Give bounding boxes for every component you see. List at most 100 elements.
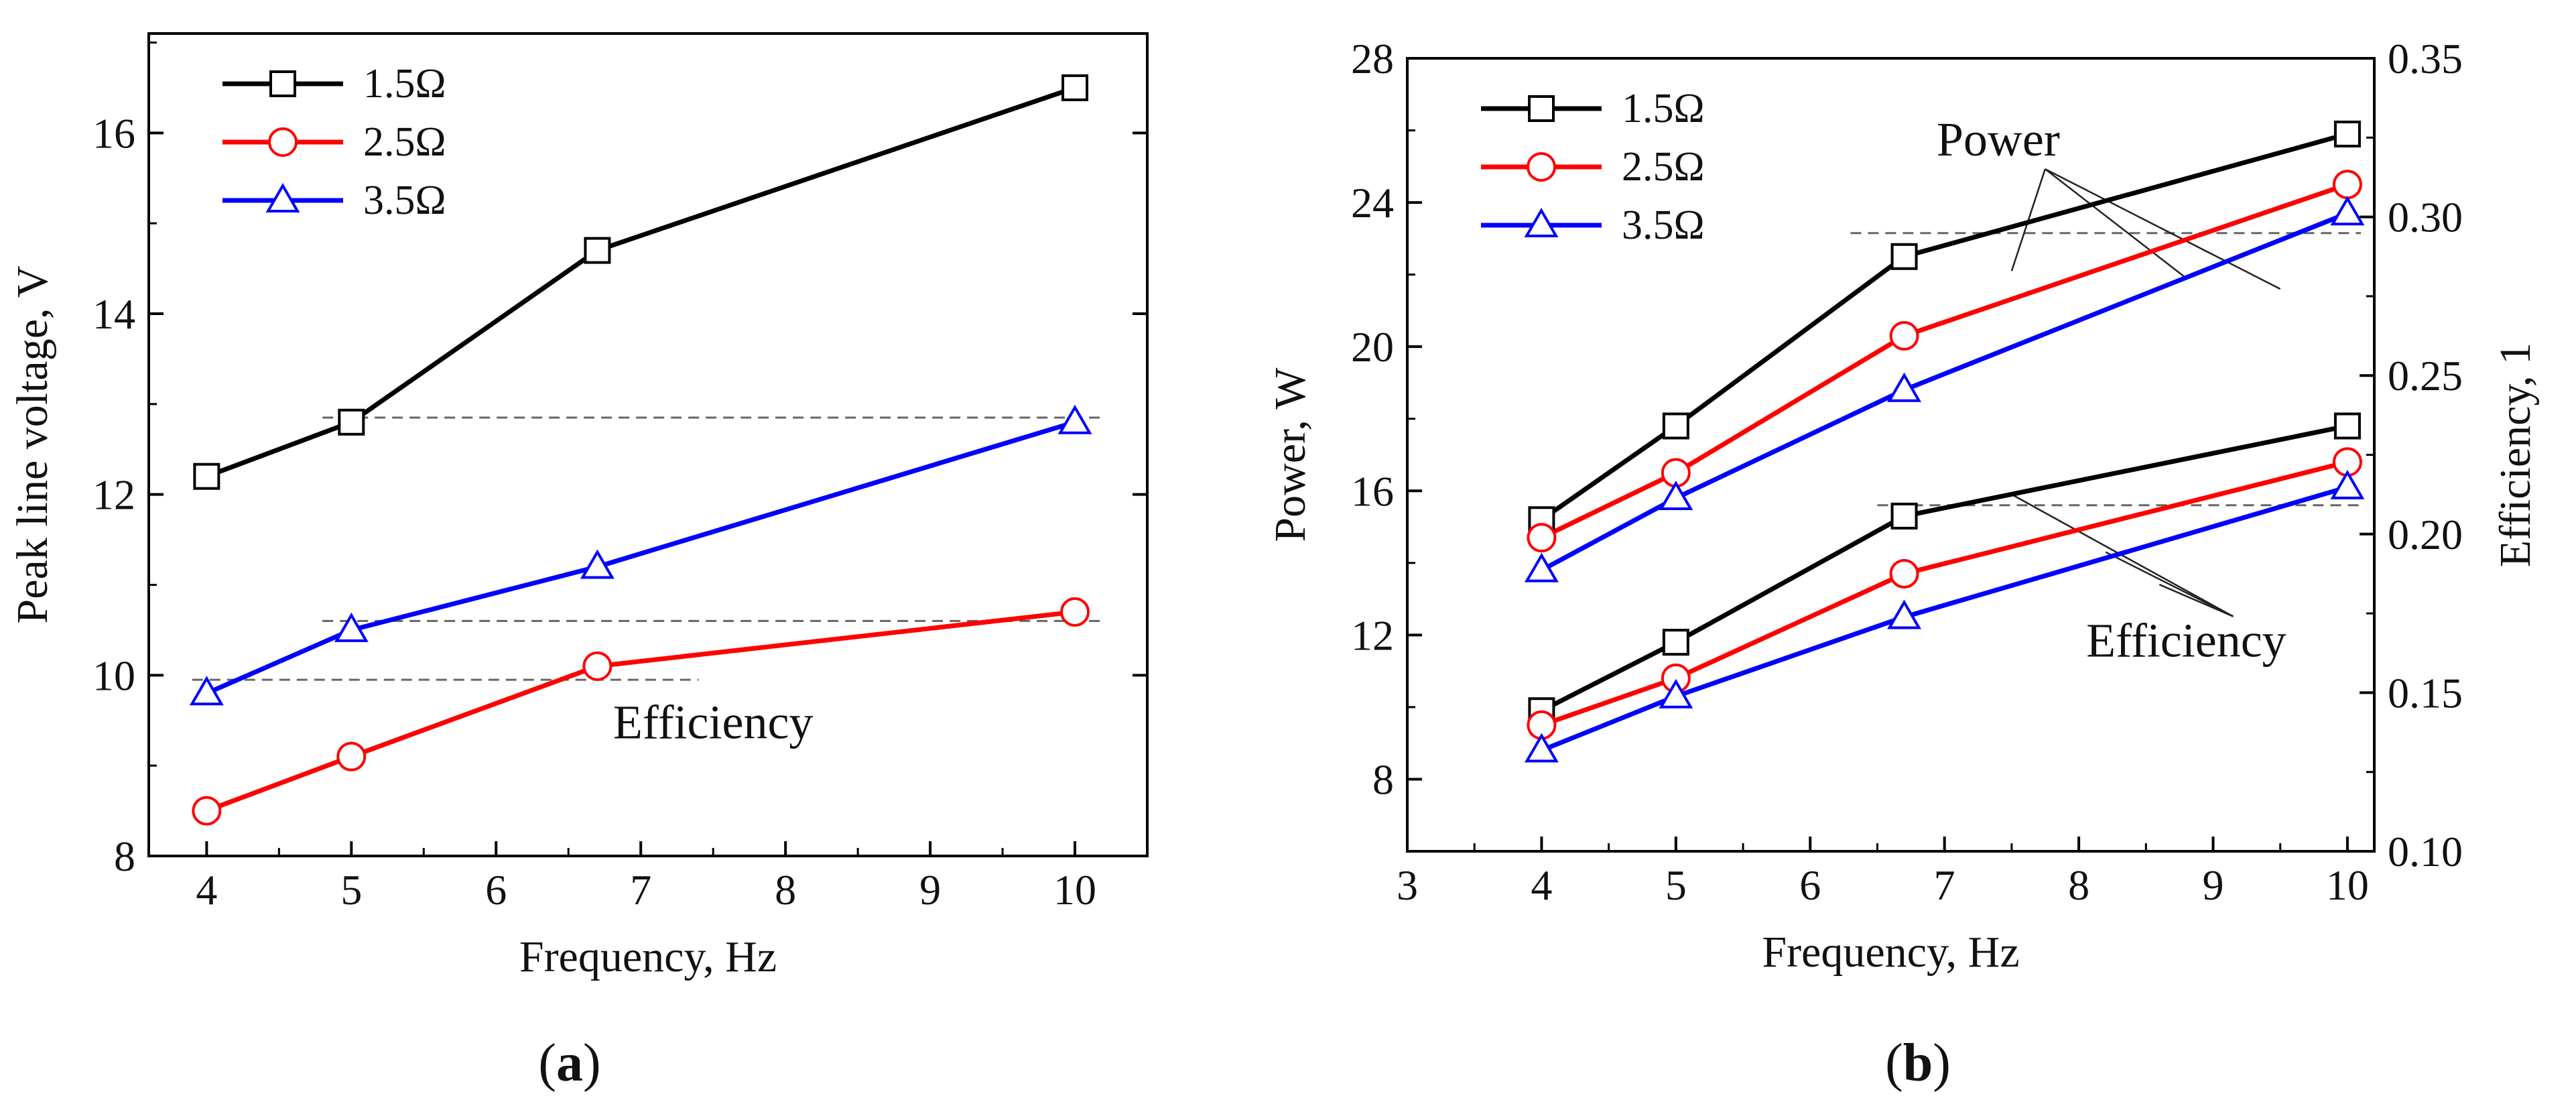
panel-a-legend-marker [265,183,300,212]
panel-a-annotation-text: Efficiency [613,696,814,749]
panel-b-xtick-label: 9 [2203,861,2224,909]
panel-b-y-axis-title: Power, W [1266,367,1315,542]
panel-b-data-point-5 [1524,733,1559,763]
chart-panel-b: 3 4 5 6 7 8 9 10 8 12 16 20 24 28 0.10 0.15 0.20 0.25 0.30… [1266,35,2540,977]
panel-a-xtick-label: 4 [196,866,217,914]
panel-b-legend-marker [1527,152,1556,182]
panel-b-x-axis-title: Frequency, Hz [1762,928,2019,977]
panel-b-data-point-5 [2330,469,2365,499]
panel-a-data-point-1 [1060,597,1090,627]
panel-a-data-point-1 [192,796,222,826]
panel-a-data-point-1 [336,741,367,772]
panel-a-legend-marker [268,127,298,157]
panel-a-data-point-0 [1061,74,1089,101]
panel-b-ytick-label: 24 [1351,179,1394,227]
panel-a-ytick-label: 14 [92,290,135,338]
panel-b-data-point-3 [1662,629,1689,656]
panel-a-xtick-label: 9 [919,866,941,914]
panel-b-annotation-text: Power [1937,113,2060,166]
panel-a-data-point-2 [189,676,224,706]
panel-b-legend-marker [1524,208,1559,237]
panel-a-ytick-label: 10 [92,652,135,699]
panel-b-y2tick-label: 0.20 [2388,511,2463,558]
panel-b-xtick-label: 7 [1934,861,1955,909]
panel-a-data-point-2 [580,549,615,579]
panel-b-xtick-label: 6 [1799,861,1821,909]
panel-a-label-letter: a [556,1034,583,1093]
panel-b-data-point-4 [1889,558,1919,589]
panel-b-series-line-0 [1540,131,2348,522]
panel-b-label-letter: b [1903,1034,1933,1093]
panel-b-ytick-label: 8 [1372,755,1394,803]
panel-b-data-point-2 [1659,481,1693,511]
panel-a-data-point-1 [582,651,613,681]
panel-a-xtick-label: 5 [340,866,362,914]
panel-b-series-line-2 [1540,210,2349,572]
panel-b-ytick-label: 20 [1351,323,1394,371]
panel-a-series-line-2 [205,420,1076,696]
panel-b-xtick-label: 4 [1531,861,1552,909]
panel-b-label: (b) [1885,1034,1951,1093]
panel-b-y2tick-label: 0.30 [2388,194,2463,241]
panel-a-xtick-label: 6 [485,866,507,914]
panel-b-y2tick-label: 0.25 [2388,352,2463,400]
panel-b-xtick-label: 10 [2326,861,2369,909]
panel-b-legend-label: 1.5Ω [1622,86,1705,131]
panel-b-ytick-label: 28 [1351,35,1394,82]
panel-b-xtick-label: 5 [1665,861,1687,909]
panel-b-annotation-pointer [2045,168,2187,280]
panel-a-label-open: ( [538,1034,556,1093]
panel-b-data-point-2 [1887,372,1922,402]
panel-a-plot-frame [147,32,1149,857]
panel-b-data-point-2 [1524,552,1559,582]
panel-b-y2tick-label: 0.10 [2388,828,2463,875]
panel-b-data-point-1 [1527,523,1557,553]
panel-b-xtick-label: 3 [1397,861,1418,909]
panel-b-label-close: ) [1933,1034,1951,1093]
panel-a-data-point-0 [338,408,365,436]
panel-b-data-point-1 [1889,321,1919,351]
panel-b-data-point-1 [2332,170,2362,200]
panel-a-series-line-1 [206,609,1076,813]
panel-b-legend-label: 3.5Ω [1622,202,1705,248]
panel-b-ytick-label: 12 [1351,611,1394,659]
panel-b-series-line-4 [1541,459,2348,728]
panel-b-legend-marker [1528,95,1555,122]
panel-a-series-line-0 [206,85,1076,479]
panel-a-data-point-0 [193,463,220,490]
panel-b-data-point-2 [2330,196,2365,226]
panel-a-x-axis-title: Frequency, Hz [519,932,777,981]
panel-a-data-point-2 [1057,404,1092,434]
panel-b-annotation-pointer [2105,551,2234,617]
panel-a-label-close: ) [583,1034,601,1093]
panel-b-legend-label: 2.5Ω [1622,144,1705,190]
panel-b-data-point-5 [1659,678,1693,709]
panel-b-y2tick-label: 0.15 [2388,669,2463,717]
panel-b-annotation-text: Efficiency [2086,614,2287,668]
panel-a-ytick-label: 8 [114,833,135,880]
panel-a-xtick-label: 7 [630,866,651,914]
panel-a-xtick-label: 10 [1053,866,1096,914]
panel-b-annotation-pointer [2159,583,2234,617]
chart-panel-a: 4 5 6 7 8 9 10 8 10 12 14 16 Frequency, Hz Peak line … [8,32,1149,981]
panel-b-label-open: ( [1885,1034,1903,1093]
panel-a-ytick-label: 16 [92,109,135,157]
panel-a-legend-marker [269,70,296,97]
panel-a-legend-label: 2.5Ω [363,119,446,165]
panel-b-data-point-0 [2333,120,2361,147]
panel-b-annotation-pointer [2045,168,2281,290]
panel-a-y-axis-title: Peak line voltage, V [8,266,57,624]
panel-b-series-line-1 [1540,182,2349,540]
panel-b-data-point-3 [1890,502,1918,530]
panel-b-series-line-5 [1541,485,2348,753]
panel-a-data-point-0 [584,237,611,264]
panel-a-ytick-label: 12 [92,471,135,519]
panel-b-data-point-0 [1890,243,1918,270]
panel-b-ytick-label: 16 [1351,467,1394,515]
panel-a-legend-label: 1.5Ω [363,61,446,107]
panel-a-data-point-2 [334,612,369,642]
panel-b-y2tick-label: 0.35 [2388,35,2463,82]
panel-b-y2-axis-title: Efficiency, 1 [2491,343,2540,567]
panel-b-data-point-3 [2333,412,2361,440]
